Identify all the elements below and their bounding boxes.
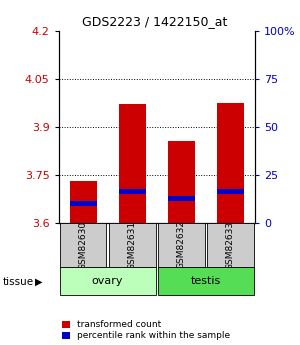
Bar xyxy=(109,223,155,267)
Text: GSM82631: GSM82631 xyxy=(128,220,137,269)
Text: testis: testis xyxy=(191,276,221,286)
Bar xyxy=(207,223,254,267)
Text: GSM82633: GSM82633 xyxy=(226,220,235,269)
Bar xyxy=(70,181,97,223)
Bar xyxy=(60,223,106,267)
Text: GDS2223 / 1422150_at: GDS2223 / 1422150_at xyxy=(82,16,227,29)
Bar xyxy=(217,103,244,223)
Bar xyxy=(168,196,195,201)
Bar xyxy=(158,223,205,267)
Bar xyxy=(158,267,254,295)
Bar xyxy=(119,105,146,223)
Bar xyxy=(60,267,155,295)
Legend: transformed count, percentile rank within the sample: transformed count, percentile rank withi… xyxy=(61,320,230,341)
Bar xyxy=(168,141,195,223)
Text: GSM82630: GSM82630 xyxy=(79,220,88,269)
Text: GSM82632: GSM82632 xyxy=(177,220,186,269)
Bar xyxy=(217,189,244,195)
Text: ▶: ▶ xyxy=(34,277,42,287)
Bar xyxy=(119,189,146,195)
Bar xyxy=(70,200,97,206)
Text: tissue: tissue xyxy=(3,277,34,287)
Text: ovary: ovary xyxy=(92,276,123,286)
